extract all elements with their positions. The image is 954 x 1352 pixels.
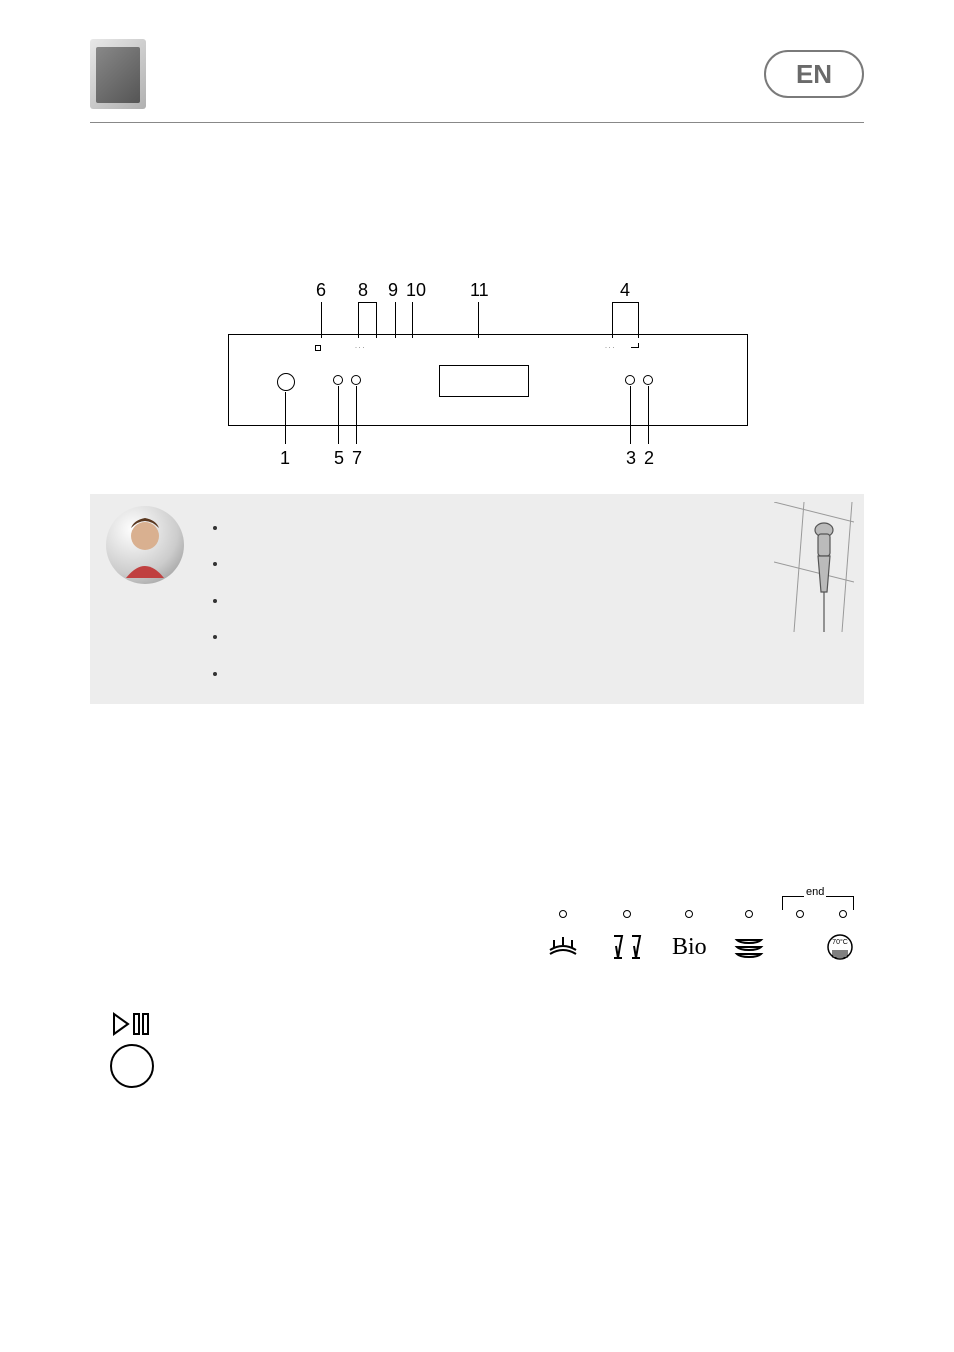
panel-light [643, 375, 653, 385]
indicator-dot [839, 910, 847, 918]
racks-icon [734, 932, 764, 962]
leader-line [395, 302, 396, 338]
indicator-dot [559, 910, 567, 918]
program-end-dot [796, 910, 804, 932]
end-bracket [782, 896, 854, 910]
program-bio: Bio [672, 910, 707, 962]
leader-line [630, 386, 631, 444]
control-panel-diagram: 6 8 9 10 11 4 · · · · · · 1 5 7 3 2 [228, 260, 748, 480]
callout-num-2: 2 [644, 448, 654, 469]
leader-line [321, 302, 322, 338]
program-icons-row: end Bio [548, 900, 858, 986]
soak-icon [548, 932, 578, 962]
appliance-icon [90, 39, 146, 109]
end-label: end [804, 886, 826, 898]
callout-num-11: 11 [470, 280, 489, 301]
callout-num-8: 8 [358, 280, 368, 301]
panel-display [439, 365, 529, 397]
indicator-dot [745, 910, 753, 918]
callout-num-3: 3 [626, 448, 636, 469]
panel-light [625, 375, 635, 385]
callout-bullet [228, 662, 754, 684]
water-tap-icon [774, 502, 854, 632]
panel-dots: · · · [355, 345, 364, 351]
leader-line [338, 386, 339, 444]
hot-temp-text: 70°C [832, 938, 848, 946]
panel-marker [631, 343, 639, 348]
leader-bracket [358, 302, 376, 303]
indicator-dot [685, 910, 693, 918]
panel-dots: · · · [605, 345, 614, 351]
bio-label: Bio [672, 932, 707, 962]
leader-line [478, 302, 479, 338]
program-normal [734, 910, 764, 962]
callout-illustration-right [764, 494, 864, 640]
panel-marker [315, 345, 321, 351]
leader-line [648, 386, 649, 444]
callout-bullet [228, 625, 754, 647]
leader-line [285, 392, 286, 444]
callout-num-7: 7 [352, 448, 362, 469]
header-divider [90, 122, 864, 123]
language-badge: EN [764, 50, 864, 98]
leader-bracket [612, 302, 638, 303]
leader-line [356, 386, 357, 444]
leader-line [612, 302, 613, 338]
info-callout [90, 494, 864, 704]
play-pause-icon [104, 1010, 160, 1038]
leader-line [638, 302, 639, 338]
indicator-dot [623, 910, 631, 918]
callout-num-1: 1 [280, 448, 290, 469]
panel-light [333, 375, 343, 385]
callout-num-6: 6 [316, 280, 326, 301]
glass-icon [610, 932, 644, 962]
callout-num-9: 9 [388, 280, 398, 301]
callout-bullet [228, 589, 754, 611]
panel-light [351, 375, 361, 385]
leader-line [358, 302, 359, 338]
callout-num-5: 5 [334, 448, 344, 469]
callout-bullet [228, 516, 754, 538]
program-glass [610, 910, 644, 962]
callout-list [200, 494, 764, 708]
callout-num-10: 10 [406, 280, 426, 301]
callout-illustration-left [90, 494, 200, 596]
indicator-dot [796, 910, 804, 918]
hot-icon: 70°C [826, 932, 860, 962]
callout-num-4: 4 [620, 280, 630, 301]
start-pause-button[interactable] [110, 1044, 154, 1088]
page-header: EN [90, 34, 864, 114]
panel-knob [277, 373, 295, 391]
panel-outline: · · · · · · [228, 334, 748, 426]
callout-bullet [228, 552, 754, 574]
program-hot: 70°C [826, 910, 860, 962]
leader-line [412, 302, 413, 338]
program-soak [548, 910, 578, 962]
person-icon [106, 506, 184, 584]
start-pause-control [104, 1010, 160, 1090]
leader-line [376, 302, 377, 338]
